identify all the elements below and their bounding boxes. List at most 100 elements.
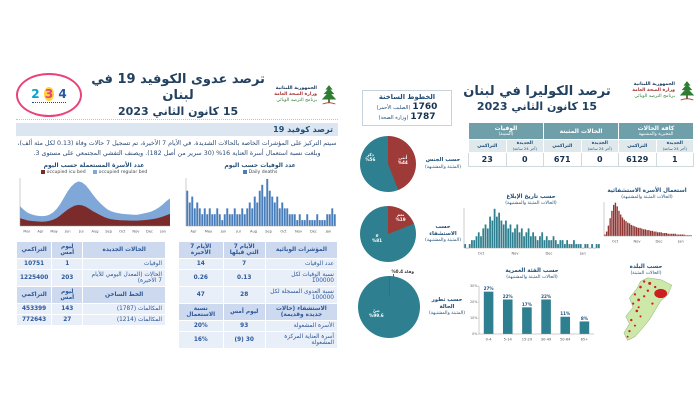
table-cell: 143 — [51, 302, 84, 315]
table-header-cell: الحالات الجديدة — [82, 240, 166, 259]
hospitalization-pie-chart: نعم 19% لا 81% — [360, 206, 416, 262]
beds-chart-block: عدد الأسرة المستعملة حسب اليوم occupied … — [16, 162, 172, 234]
bed-usage-title: استعمال الأسرة الاستشفائية — [607, 188, 687, 194]
beds-area-chart: Mar Apr May Jun Jul Aug Sep Oct Nov Dec Jan — [16, 176, 172, 234]
svg-text:Apr: Apr — [37, 229, 44, 233]
svg-text:May: May — [205, 229, 213, 233]
svg-text:Nov: Nov — [132, 229, 140, 233]
svg-text:Jan: Jan — [159, 229, 166, 233]
table-cell: 453399 — [15, 302, 53, 315]
svg-text:0-4: 0-4 — [486, 338, 493, 342]
table-cell: المكالمات (1787) — [82, 302, 166, 315]
beds-chart-legend: occupied icu bed occupied regular bed — [16, 170, 172, 175]
covid-indicators-table: المؤشرات الوبائية الأيام 7 التي قبلها الأي… — [178, 240, 339, 349]
map-block: حسب البلدة (الحالات المثبتة) — [602, 264, 690, 348]
table-row: نسبة العدوى المسجلة لكل 100000 28 47 — [178, 285, 339, 304]
table-cell: نسبة العدوى المسجلة لكل 100000 — [264, 285, 339, 304]
outcome-pie-block: وفاة 0.4% حيّ 99.6% حسب تطور الحالة (المث… — [358, 269, 469, 338]
table-cell: الوفيات — [82, 257, 166, 270]
deaths-new: 0 — [505, 152, 544, 168]
summary-values-row: 1 6129 0 671 0 23 — [468, 152, 694, 168]
svg-text:Oct: Oct — [478, 252, 485, 256]
summary-group-deaths: الوفيات (المثبتة) — [468, 121, 544, 141]
confirmed-cumulative: 671 — [543, 152, 582, 168]
table-cell: الأسرة المشغولة — [264, 319, 339, 332]
covid-header: 2 3 4 ترصد عدوى الكوفيد 19 في لبنان 15 ك… — [16, 72, 338, 118]
campaign-digit-1: 2 — [31, 86, 40, 101]
bed-usage-bar-chart: Oct Nov Dec Jan — [600, 200, 694, 244]
epicurve-bar-chart: Oct Nov Dec Jan — [460, 206, 602, 256]
svg-text:0%: 0% — [472, 332, 478, 336]
svg-text:Dec: Dec — [546, 252, 553, 256]
cholera-title-block: ترصد الكوليرا في لبنان 15 كانون الثاني 2… — [452, 84, 622, 113]
gender-pie-chart: أنثى 44% ذكر 56% — [360, 136, 416, 192]
table-header-cell: ليوم أمس — [222, 302, 266, 321]
table-cell: 1225400 — [15, 268, 53, 287]
svg-text:Jul: Jul — [235, 229, 240, 233]
svg-text:Dec: Dec — [146, 229, 153, 233]
svg-text:Nov: Nov — [511, 252, 519, 256]
table-cell: 203 — [51, 268, 84, 287]
table-row: الأسرة المشغولة 93 20% — [178, 319, 339, 332]
epicurve-block: حسب تاريخ الإبلاغ (الحالات المثبتة والمش… — [460, 194, 602, 256]
moph-logo-text: الجمهورية اللبنانية وزارة الصحة العامة ب… — [274, 85, 317, 104]
svg-text:Jun: Jun — [220, 229, 227, 233]
summary-subheader-row: الجديدة (آخر 24 ساعة) التراكمي الجديدة (آخ… — [468, 139, 694, 154]
table-cell: 7 — [222, 257, 266, 270]
table-cell: نسبة الوفيات لكل 100000 — [264, 268, 339, 287]
table-row: المكالمات (1787) 143 453399 — [15, 302, 166, 315]
campaign-digit-2: 3 — [43, 86, 55, 101]
table-cell: 28 — [222, 285, 266, 304]
svg-text:Nov: Nov — [295, 229, 303, 233]
covid-summary-text: سيتم التركيز على المؤشرات الخاصة بالحالا… — [17, 140, 337, 158]
table-row: نسبة الوفيات لكل 100000 0.13 0.26 — [178, 268, 339, 287]
cedar-icon — [321, 85, 337, 105]
hotlines-title: الخطوط الساخنة — [378, 93, 436, 101]
deaths-chart-block: عدد الوفيات حسب اليوم Daily deaths Apr Ma… — [182, 162, 338, 234]
svg-text:Oct: Oct — [612, 240, 619, 244]
hospitalization-pie-caption: حسب الاستشفاء (المثبتة والمشتبهة) — [425, 223, 461, 244]
svg-text:11%: 11% — [560, 311, 571, 316]
age-chart-block: حسب الفئة العمرية (الحالات المثبتة والمش… — [468, 268, 596, 342]
deaths-cumulative: 23 — [468, 152, 507, 168]
table-cell: الحالات (المعدل اليومي للأيام 7 الأخيرة) — [82, 268, 166, 287]
table-cell: المكالمات (1214) — [82, 313, 166, 326]
table-header-cell: التراكمي — [15, 240, 53, 259]
table-row: الحالات (المعدل اليومي للأيام 7 الأخيرة)… — [15, 268, 166, 287]
svg-text:Jul: Jul — [78, 229, 83, 233]
deaths-legend-swatch — [242, 170, 247, 175]
moph-logo: الجمهورية اللبنانية وزارة الصحة العامة ب… — [632, 80, 696, 102]
svg-text:22%: 22% — [503, 294, 514, 299]
bed-usage-subtitle: (الحالات المثبتة والمشتبهة) — [621, 194, 673, 200]
map-subtitle: (الحالات المثبتة) — [630, 270, 662, 276]
table-cell: 0.13 — [222, 268, 266, 287]
epicurve-subtitle: (الحالات المثبتة والمشتبهة) — [505, 200, 557, 206]
summary-group-confirmed: الحالات المثبتة — [543, 121, 619, 141]
cedar-icon — [679, 81, 695, 101]
gender-pie-block: أنثى 44% ذكر 56% حسب الجنس (المثبتة والمش… — [360, 136, 465, 192]
svg-text:Sep: Sep — [105, 229, 112, 233]
covid-title: ترصد عدوى الكوفيد 19 في لبنان — [91, 72, 265, 104]
table-cell: 30 (9) — [222, 330, 266, 349]
header-divider — [16, 119, 338, 120]
svg-text:8%: 8% — [581, 316, 589, 321]
summary-group-all-cases: كافة الحالات المخبرية والمشتبهة — [618, 121, 694, 141]
svg-text:Dec: Dec — [656, 240, 663, 244]
svg-text:Mar: Mar — [23, 229, 30, 233]
table-cell: 772643 — [15, 313, 53, 326]
map-title: حسب البلدة — [629, 264, 663, 270]
all-cases-new: 1 — [655, 152, 694, 168]
table-cell: 0.26 — [178, 268, 224, 287]
svg-text:Jan: Jan — [677, 240, 684, 244]
svg-text:30-49: 30-49 — [541, 338, 552, 342]
svg-text:Dec: Dec — [310, 229, 317, 233]
outcome-death-callout: وفاة 0.4% — [391, 269, 414, 274]
cholera-surveillance-panel: الخطوط الساخنة 1760 (الصليب الأحمر) 1787… — [356, 76, 696, 352]
icu-legend-swatch — [40, 170, 45, 175]
svg-text:Jun: Jun — [64, 229, 71, 233]
svg-text:65+: 65+ — [581, 338, 589, 342]
lebanon-map — [623, 277, 673, 341]
vaccination-campaign-logo: 2 3 4 — [16, 73, 82, 117]
age-chart-subtitle: (الحالات المثبتة والمشتبهة) — [506, 274, 558, 280]
table-cell: 16% — [178, 330, 224, 349]
